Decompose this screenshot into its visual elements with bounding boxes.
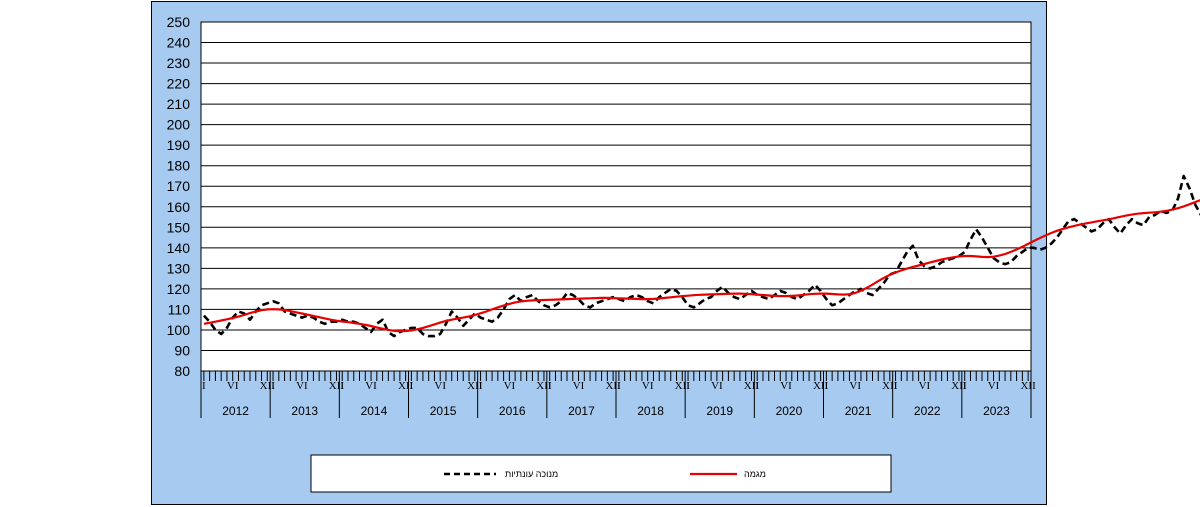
y-tick-label: 250 (167, 14, 191, 30)
y-tick-label: 240 (167, 35, 191, 51)
x-month-label: XII (813, 380, 829, 392)
x-month-label: XII (675, 380, 691, 392)
y-tick-label: 230 (167, 55, 191, 71)
x-month-label: XII (882, 380, 898, 392)
x-month-label: I (340, 380, 344, 392)
x-month-label: VI (780, 380, 792, 392)
y-tick-label: 130 (167, 260, 191, 276)
x-month-label: XII (744, 380, 760, 392)
x-month-label: I (410, 380, 414, 392)
x-month-label: XII (260, 380, 276, 392)
x-year-label: 2013 (291, 404, 318, 418)
x-month-label: VI (642, 380, 654, 392)
legend-box (310, 454, 892, 493)
x-year-label: 2015 (430, 404, 457, 418)
x-month-label: VI (434, 380, 446, 392)
y-tick-label: 140 (167, 240, 191, 256)
x-month-label: I (894, 380, 898, 392)
series-trend (203, 199, 1200, 333)
x-year-label: 2018 (637, 404, 664, 418)
x-year-label: 2022 (914, 404, 941, 418)
x-year-label: 2019 (706, 404, 733, 418)
x-month-label: VI (988, 380, 1000, 392)
x-month-label: XII (467, 380, 483, 392)
x-year-label: 2017 (568, 404, 595, 418)
x-month-label: VI (711, 380, 723, 392)
x-month-label: I (271, 380, 275, 392)
y-tick-label: 170 (167, 178, 191, 194)
legend-label-trend: מגמה (744, 469, 766, 479)
y-tick-label: 220 (167, 76, 191, 92)
series-seasonally-adjusted (202, 174, 1200, 338)
grid-lines (201, 42, 1031, 351)
legend: מנוכה עונתיות מגמה (310, 454, 892, 493)
x-year-label: 2021 (845, 404, 872, 418)
x-month-label: I (825, 380, 829, 392)
x-month-label: I (617, 380, 621, 392)
x-month-label: VI (849, 380, 861, 392)
x-month-label: VI (365, 380, 377, 392)
x-month-label: VI (919, 380, 931, 392)
x-month-label: I (963, 380, 967, 392)
legend-label-seasonally-adjusted: מנוכה עונתיות (505, 469, 558, 479)
x-month-label: XII (951, 380, 967, 392)
series-lines (202, 174, 1200, 338)
y-tick-label: 190 (167, 137, 191, 153)
x-month-label: XII (1020, 380, 1036, 392)
y-tick-label: 180 (167, 158, 191, 174)
x-month-label: I (686, 380, 690, 392)
y-tick-label: 100 (167, 322, 191, 338)
x-year-label: 2020 (776, 404, 803, 418)
x-month-label: XII (605, 380, 621, 392)
y-tick-label: 200 (167, 117, 191, 133)
x-month-label: VI (504, 380, 516, 392)
x-month-label: XII (329, 380, 345, 392)
x-axis: 2012 I VI XII 2013 I VI XII 2014 I VI XII 2015 I VI XII… (200, 371, 1036, 418)
y-tick-label: 150 (167, 219, 191, 235)
x-year-label: 2023 (983, 404, 1010, 418)
x-month-label: VI (296, 380, 308, 392)
x-month-label: XII (536, 380, 552, 392)
y-tick-label: 120 (167, 281, 191, 297)
y-tick-label: 160 (167, 199, 191, 215)
x-month-label: I (755, 380, 759, 392)
x-year-label: 2016 (499, 404, 526, 418)
x-month-label: XII (398, 380, 414, 392)
y-axis: 80 90 100 110 120 130 140 150 160 170 180 190 200 210… (167, 14, 191, 379)
y-tick-label: 80 (174, 363, 190, 379)
x-month-label: VI (573, 380, 585, 392)
y-tick-label: 210 (167, 96, 191, 112)
x-month-label: I (548, 380, 552, 392)
y-tick-label: 90 (174, 342, 190, 358)
x-month-label: I (479, 380, 483, 392)
x-month-label: VI (227, 380, 239, 392)
x-month-label: I (202, 380, 206, 392)
y-tick-label: 110 (168, 301, 191, 317)
x-year-label: 2014 (361, 404, 388, 418)
x-year-label: 2012 (222, 404, 249, 418)
plot-area (200, 21, 1032, 372)
